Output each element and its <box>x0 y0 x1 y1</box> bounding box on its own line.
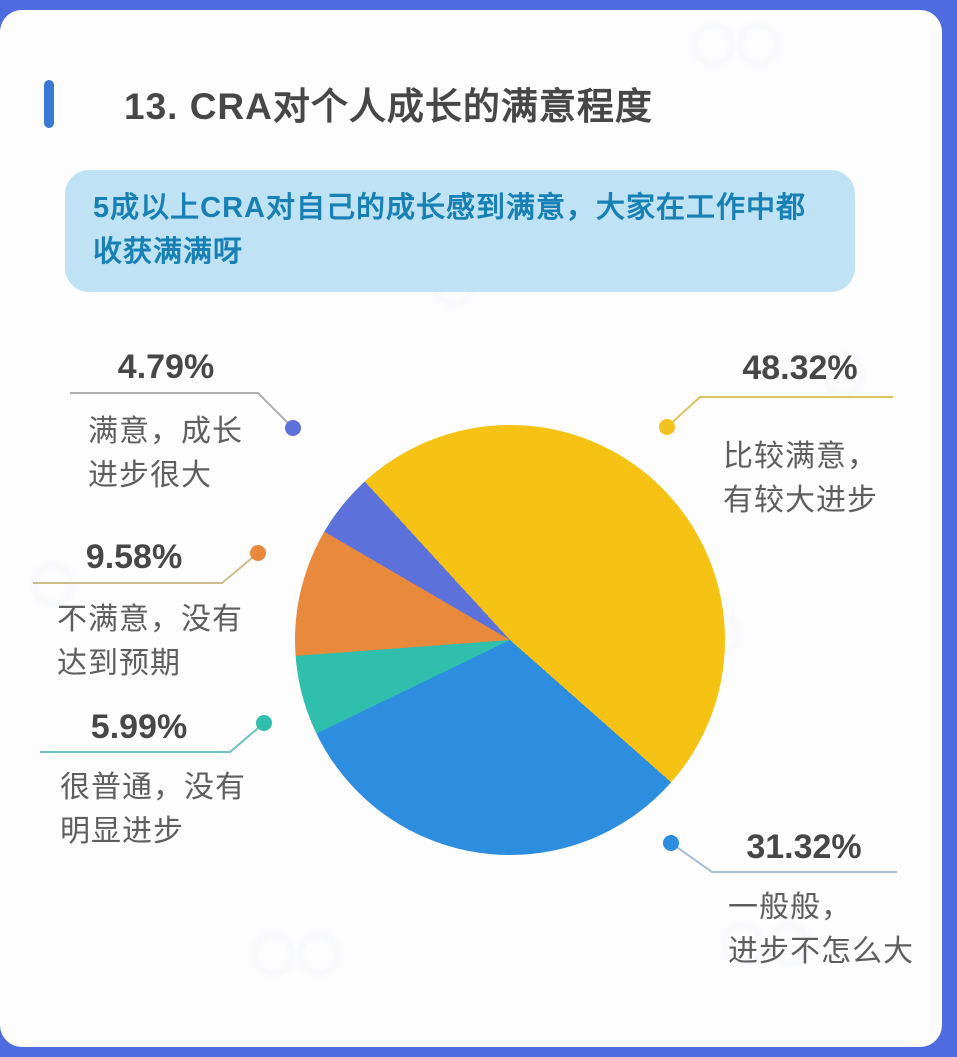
label-average-line2: 进步不怎么大 <box>728 934 914 968</box>
summary-callout-line2: 收获满满呀 <box>93 236 244 269</box>
label-quite-satisfied-line2: 有较大进步 <box>723 483 878 517</box>
leader-dot-quite-satisfied <box>659 419 675 435</box>
leader-dot-satisfied <box>285 420 301 436</box>
label-satisfied-line2: 进步很大 <box>88 458 212 492</box>
leader-dot-ordinary <box>256 715 272 731</box>
percent-unsatisfied: 9.58% <box>85 538 183 576</box>
label-ordinary: 很普通，没有 明显进步 <box>60 766 246 853</box>
watermark: 〇〇 <box>250 930 342 982</box>
label-ordinary-line1: 很普通，没有 <box>60 771 246 804</box>
percent-average: 31.32% <box>746 828 862 866</box>
label-satisfied-line1: 满意，成长 <box>88 415 243 448</box>
watermark: 〇 <box>820 350 866 402</box>
label-quite-satisfied: 比较满意， 有较大进步 <box>723 435 878 522</box>
leader-dot-unsatisfied <box>250 545 266 561</box>
percent-quite-satisfied: 48.32% <box>742 349 858 387</box>
percent-ordinary: 5.99% <box>90 708 188 746</box>
label-unsatisfied: 不满意，没有 达到预期 <box>57 598 243 685</box>
pie-chart <box>295 425 725 855</box>
summary-callout: 5成以上CRA对自己的成长感到满意，大家在工作中都 收获满满呀 <box>65 170 855 293</box>
percent-satisfied: 4.79% <box>117 348 215 386</box>
label-average: 一般般， 进步不怎么大 <box>728 886 914 973</box>
leader-dot-average <box>663 835 679 851</box>
label-satisfied: 满意，成长 进步很大 <box>88 410 243 497</box>
summary-callout-line1: 5成以上CRA对自己的成长感到满意，大家在工作中都 <box>93 192 806 224</box>
title-accent-bar <box>44 80 54 128</box>
watermark: 〇〇 <box>690 20 782 72</box>
label-average-line1: 一般般， <box>728 891 852 924</box>
label-unsatisfied-line2: 达到预期 <box>57 646 181 680</box>
label-quite-satisfied-line1: 比较满意， <box>723 440 878 473</box>
label-ordinary-line2: 明显进步 <box>60 814 184 848</box>
page-title: 13. CRA对个人成长的满意程度 <box>124 86 653 127</box>
label-unsatisfied-line1: 不满意，没有 <box>57 603 243 636</box>
watermark: 〇〇 <box>720 920 812 972</box>
infographic-card: 〇 〇〇 〇 〇〇 〇〇 〇〇 〇 13. CRA对个人成长的满意程度 5成以上… <box>0 10 942 1047</box>
